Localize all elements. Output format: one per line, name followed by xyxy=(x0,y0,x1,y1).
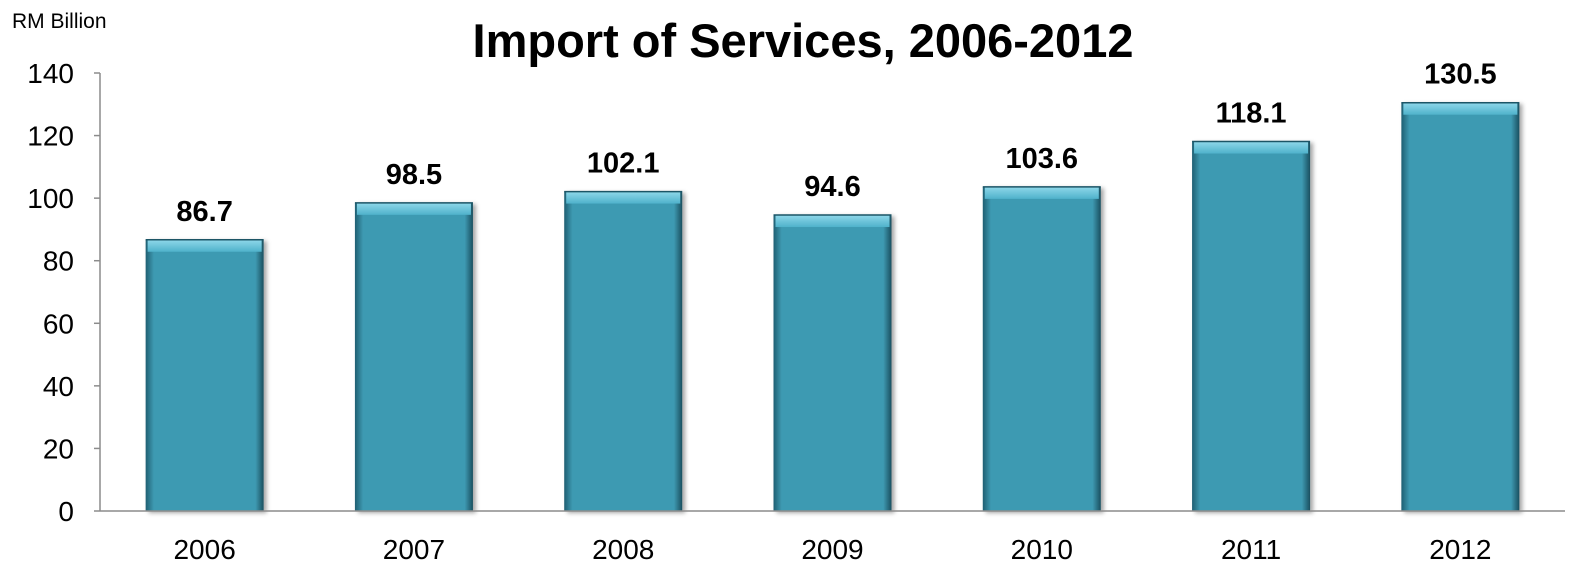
value-label: 98.5 xyxy=(386,159,442,191)
bar-top-bevel xyxy=(1194,141,1309,154)
bar-body xyxy=(1401,102,1520,511)
bar-body xyxy=(564,191,683,511)
bar-2012 xyxy=(1401,101,1520,511)
bar-top-bevel xyxy=(1403,102,1518,115)
y-tick-label: 80 xyxy=(43,246,74,277)
y-tick-label: 40 xyxy=(43,371,74,402)
bar-2006 xyxy=(145,239,264,511)
bar-2010 xyxy=(982,186,1101,511)
y-tick-label: 0 xyxy=(58,496,74,527)
bar-top-bevel xyxy=(147,239,262,252)
y-tick-label: 20 xyxy=(43,433,74,464)
y-tick-label: 120 xyxy=(27,121,74,152)
y-axis-ticks: 0 20 40 60 80 100 120 140 xyxy=(27,58,100,527)
bar-body xyxy=(1192,141,1311,511)
x-tick-label: 2007 xyxy=(383,534,445,565)
bar-top-bevel xyxy=(356,202,471,215)
value-label: 118.1 xyxy=(1216,98,1287,130)
value-label: 103.6 xyxy=(1005,143,1078,175)
bar-2011 xyxy=(1192,140,1311,511)
x-tick-label: 2010 xyxy=(1011,534,1073,565)
value-label: 94.6 xyxy=(804,171,860,203)
bar-body xyxy=(982,186,1101,511)
value-label: 130.5 xyxy=(1424,59,1497,91)
y-tick-label: 140 xyxy=(27,58,74,89)
y-tick-label: 60 xyxy=(43,308,74,339)
value-label: 86.7 xyxy=(176,196,232,228)
bars xyxy=(145,101,1520,512)
bar-2007 xyxy=(354,202,473,512)
value-labels: 86.7 98.5 102.1 94.6 103.6 118.1 130.5 xyxy=(176,59,1496,228)
bar-top-bevel xyxy=(566,191,681,204)
x-axis-ticks: 2006 2007 2008 2009 2010 2011 2012 xyxy=(173,534,1491,565)
bar-top-bevel xyxy=(984,186,1099,199)
bar-top-bevel xyxy=(775,215,890,228)
bar-body xyxy=(354,202,473,512)
y-tick-label: 100 xyxy=(27,183,74,214)
bar-body xyxy=(773,215,892,511)
bar-2008 xyxy=(564,190,683,511)
chart-title: Import of Services, 2006-2012 xyxy=(473,14,1134,67)
bar-2009 xyxy=(773,214,892,511)
x-tick-label: 2006 xyxy=(173,534,235,565)
bar-body xyxy=(145,239,264,511)
value-label: 102.1 xyxy=(587,148,660,180)
x-tick-label: 2012 xyxy=(1429,534,1491,565)
x-tick-label: 2011 xyxy=(1221,534,1281,565)
y-axis-unit-label: RM Billion xyxy=(12,10,107,33)
x-tick-label: 2009 xyxy=(801,534,863,565)
x-tick-label: 2008 xyxy=(592,534,654,565)
